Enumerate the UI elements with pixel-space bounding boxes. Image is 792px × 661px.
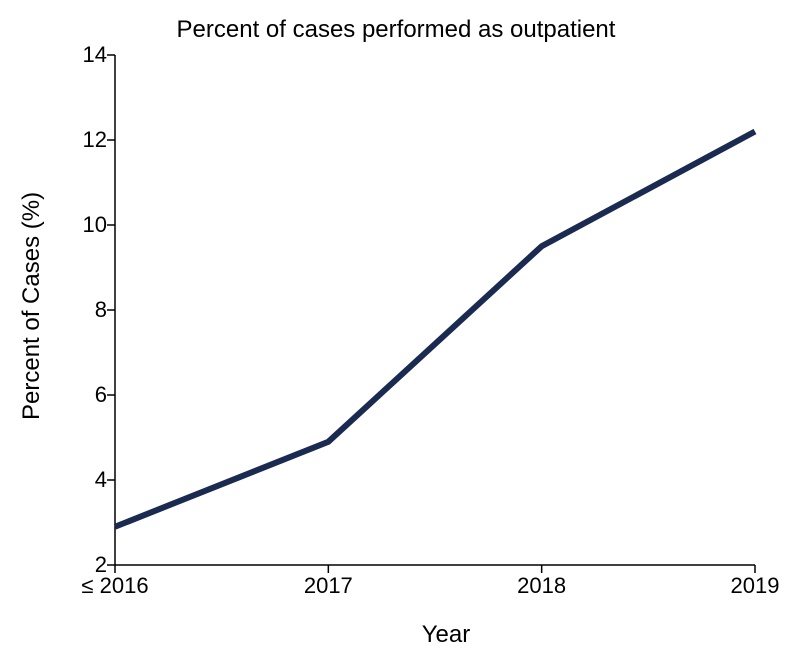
y-tick-label: 6 bbox=[95, 382, 107, 408]
y-ticks-group bbox=[107, 55, 115, 565]
y-axis-title-text: Percent of Cases (%) bbox=[18, 192, 45, 420]
data-line bbox=[115, 132, 755, 527]
chart-title: Percent of cases performed as outpatient bbox=[0, 16, 792, 44]
y-tick-label: 8 bbox=[95, 297, 107, 323]
y-tick-label: 14 bbox=[83, 42, 107, 68]
y-tick-label: 4 bbox=[95, 467, 107, 493]
x-tick-label: 2017 bbox=[304, 573, 353, 599]
x-tick-label: ≤ 2016 bbox=[81, 573, 148, 599]
y-tick-label: 12 bbox=[83, 127, 107, 153]
plot-svg bbox=[115, 55, 755, 565]
x-ticks-group bbox=[115, 565, 755, 573]
y-axis-title: Percent of Cases (%) bbox=[18, 192, 46, 420]
y-tick-label: 10 bbox=[83, 212, 107, 238]
x-tick-label: 2019 bbox=[731, 573, 780, 599]
x-tick-label: 2018 bbox=[517, 573, 566, 599]
x-axis-title: Year bbox=[0, 621, 792, 649]
line-chart: Percent of cases performed as outpatient… bbox=[0, 0, 792, 661]
x-axis-title-text: Year bbox=[422, 621, 471, 649]
